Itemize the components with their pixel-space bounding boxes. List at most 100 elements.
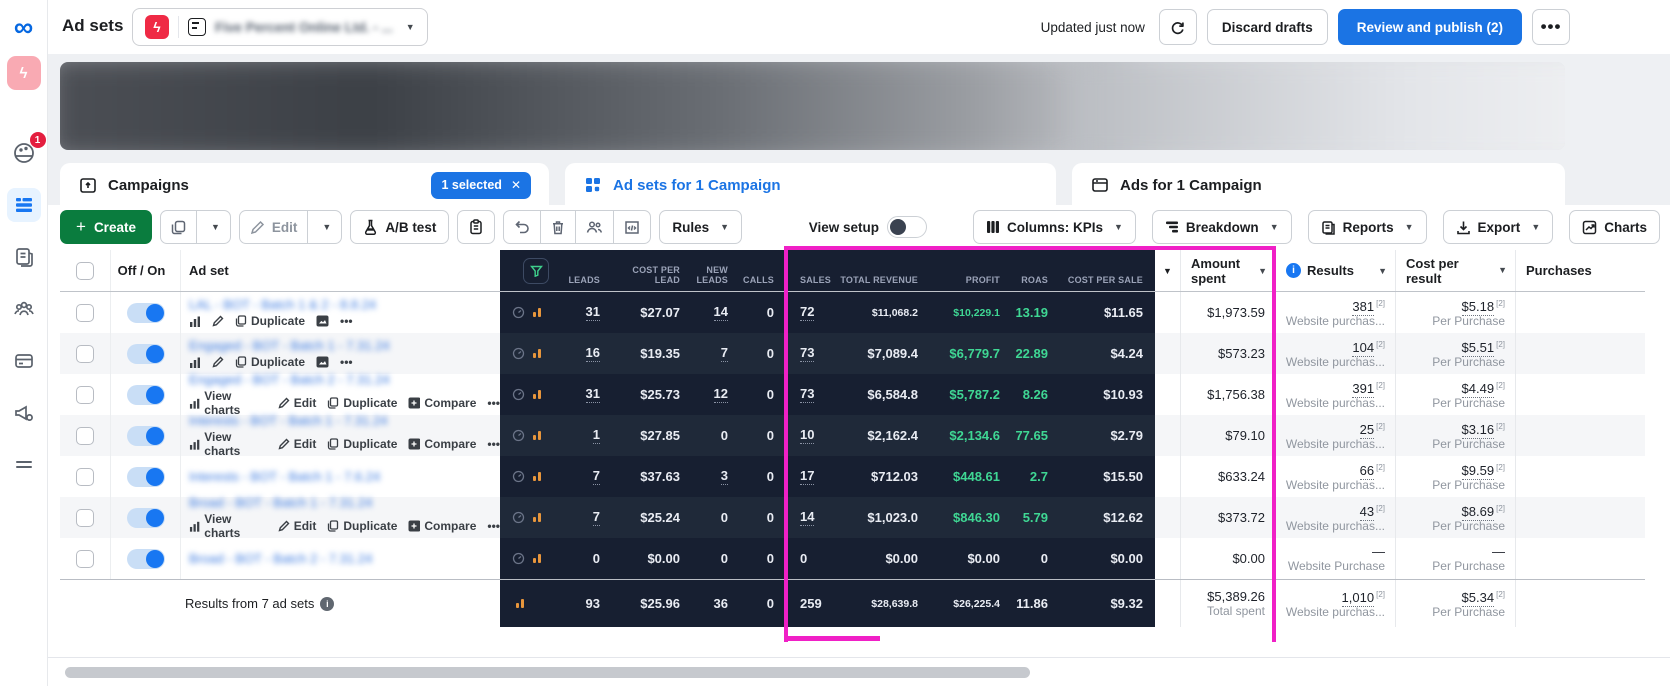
col-header-cost-per-sale[interactable]: COST PER SALE [1060, 250, 1155, 291]
duplicate-dropdown[interactable]: ▼ [195, 211, 230, 243]
delete-button[interactable] [540, 211, 575, 243]
selected-filter-chip[interactable]: 1 selected ✕ [431, 171, 531, 199]
more-icon[interactable]: ••• [340, 355, 353, 369]
view-charts-icon[interactable] [189, 357, 201, 368]
row-checkbox[interactable] [76, 508, 94, 527]
metric-cell[interactable]: 72 [786, 292, 836, 333]
col-header-profit[interactable]: PROFIT [930, 250, 1012, 291]
metric-cell[interactable]: $0.00 [930, 538, 1012, 579]
all-tools-menu-icon[interactable] [7, 448, 41, 482]
metric-cell[interactable]: 0 [740, 415, 786, 456]
metric-cell[interactable]: 7 [560, 456, 612, 497]
compare-action[interactable]: Compare [408, 437, 476, 451]
metric-cell[interactable]: 0 [740, 292, 786, 333]
view-charts-action[interactable]: View charts [189, 512, 267, 540]
status-toggle[interactable] [126, 425, 165, 446]
metric-cell[interactable]: 31 [560, 374, 612, 415]
status-toggle[interactable] [126, 302, 165, 323]
cost-per-result-value[interactable]: $9.59 [2] [1461, 462, 1505, 481]
duplicate-button[interactable] [161, 211, 196, 243]
more-icon[interactable]: ••• [487, 519, 500, 533]
metric-cell[interactable]: $27.07 [612, 292, 692, 333]
metric-cell[interactable]: $0.00 [1060, 538, 1155, 579]
ab-test-button[interactable]: A/B test [350, 210, 450, 244]
adset-name[interactable]: Engaged - BOT - Batch 2 - 7.31.24 [189, 372, 390, 387]
status-toggle[interactable] [126, 466, 165, 487]
metric-cell[interactable]: 17 [786, 456, 836, 497]
col-header-calls[interactable]: CALLS [740, 250, 786, 291]
metric-cell[interactable]: $2.79 [1060, 415, 1155, 456]
assign-people-button[interactable] [575, 211, 613, 243]
tab-adsets[interactable]: Ad sets for 1 Campaign [565, 163, 1056, 207]
metric-cell[interactable]: $448.61 [930, 456, 1012, 497]
more-icon[interactable]: ••• [487, 437, 500, 451]
metric-cell[interactable]: $0.00 [836, 538, 930, 579]
metric-cell[interactable]: $0.00 [612, 538, 692, 579]
status-toggle[interactable] [126, 343, 165, 364]
metric-cell[interactable]: 0 [740, 333, 786, 374]
duplicate-action[interactable]: Duplicate [235, 314, 305, 328]
total-results[interactable]: 1,010 [2] [1341, 589, 1385, 608]
rules-button[interactable]: Rules ▼ [659, 210, 743, 244]
col-header-leads[interactable]: LEADS [560, 250, 612, 291]
metric-cell[interactable]: 0 [740, 497, 786, 538]
metric-cell[interactable]: 0 [692, 415, 740, 456]
pages-nav-icon[interactable] [7, 240, 41, 274]
metric-cell[interactable]: 10 [786, 415, 836, 456]
view-charts-action[interactable]: View charts [189, 430, 267, 458]
paste-button[interactable] [457, 210, 496, 244]
metric-cell[interactable]: 2.7 [1012, 456, 1060, 497]
refresh-button[interactable] [1158, 9, 1197, 45]
duplicate-action[interactable]: Duplicate [235, 355, 305, 369]
total-cost-per-result[interactable]: $5.34 [2] [1461, 589, 1505, 608]
row-checkbox[interactable] [76, 467, 94, 486]
compare-action[interactable]: Compare [408, 519, 476, 533]
metric-cell[interactable]: $19.35 [612, 333, 692, 374]
metric-cell[interactable]: 1 [560, 415, 612, 456]
horizontal-scrollbar[interactable] [65, 667, 1030, 678]
duplicate-action[interactable]: Duplicate [327, 396, 397, 410]
discard-drafts-button[interactable]: Discard drafts [1206, 9, 1328, 45]
col-header-results[interactable]: i Results ▼ [1275, 250, 1395, 291]
breakdown-button[interactable]: Breakdown ▼ [1151, 210, 1292, 244]
adset-name[interactable]: Interests - BOT - Batch 1 - 7.31.24 [189, 413, 388, 428]
status-toggle[interactable] [126, 548, 165, 569]
more-icon[interactable]: ••• [340, 314, 353, 328]
reports-button[interactable]: Reports ▼ [1307, 210, 1427, 244]
adset-name[interactable]: Broad - BOT - Batch 1 - 7.31.24 [189, 495, 373, 510]
metric-cell[interactable]: 31 [560, 292, 612, 333]
row-checkbox[interactable] [76, 549, 94, 568]
edit-icon[interactable] [212, 356, 224, 368]
metric-cell[interactable]: 0 [692, 538, 740, 579]
status-toggle[interactable] [126, 384, 165, 405]
metric-cell[interactable]: 0 [740, 456, 786, 497]
adset-name[interactable]: LAL - BOT - Batch 1 & 2 - 8.8.24 [189, 297, 377, 312]
row-checkbox[interactable] [76, 344, 94, 363]
pixel-code-button[interactable] [613, 211, 650, 243]
col-header-amount-spent[interactable]: Amount spent ▼ [1180, 250, 1275, 291]
metric-cell[interactable]: 7 [560, 497, 612, 538]
metric-cell[interactable]: 0 [560, 538, 612, 579]
columns-button[interactable]: Columns: KPIs ▼ [972, 210, 1136, 244]
metric-cell[interactable]: $11.65 [1060, 292, 1155, 333]
more-icon[interactable]: ••• [487, 396, 500, 410]
edit-action[interactable]: Edit [278, 396, 316, 410]
metric-cell[interactable]: 13.19 [1012, 292, 1060, 333]
col-header-cost-per-result[interactable]: Cost per result ▼ [1395, 250, 1515, 291]
row-checkbox[interactable] [76, 426, 94, 445]
cost-per-result-value[interactable]: $5.18 [2] [1461, 298, 1505, 317]
ads-settings-nav-icon[interactable] [7, 396, 41, 430]
filter-icon[interactable] [523, 257, 549, 284]
metric-cell[interactable]: $11,068.2 [836, 292, 930, 333]
metric-cell[interactable]: 77.65 [1012, 415, 1060, 456]
metric-cell[interactable]: $846.30 [930, 497, 1012, 538]
metric-cell[interactable]: 73 [786, 333, 836, 374]
col-header-roas[interactable]: ROAS [1012, 250, 1060, 291]
metric-cell[interactable]: $12.62 [1060, 497, 1155, 538]
metric-cell[interactable]: 0 [740, 538, 786, 579]
meta-logo-icon[interactable]: ∞ [13, 12, 34, 42]
col-header-new-leads[interactable]: NEW LEADS [692, 250, 740, 291]
metric-cell[interactable]: $25.73 [612, 374, 692, 415]
metric-cell[interactable]: $15.50 [1060, 456, 1155, 497]
duplicate-action[interactable]: Duplicate [327, 519, 397, 533]
